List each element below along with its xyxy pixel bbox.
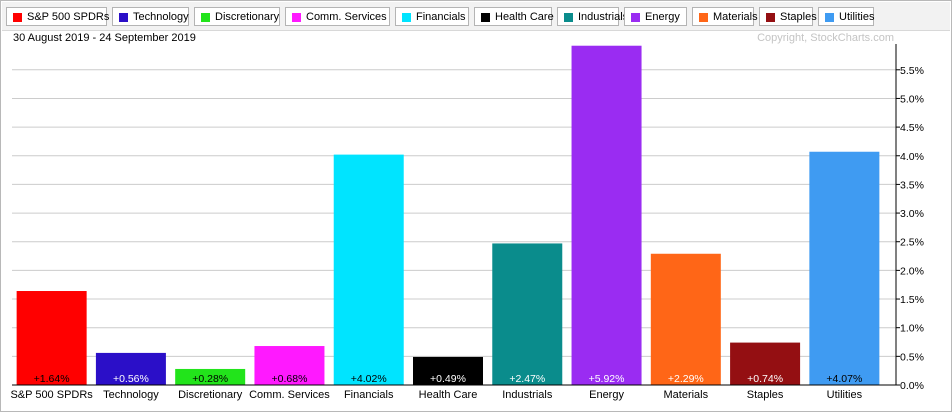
bar-6 [492, 243, 563, 385]
legend-label: Health Care [495, 11, 554, 23]
value-label-0: +1.64% [34, 373, 70, 385]
category-label-7: Energy [589, 389, 624, 401]
legend-bar: S&P 500 SPDRs Technology Discretionary Comm… [2, 2, 950, 31]
legend-item-4[interactable]: Financials [395, 7, 469, 26]
y-tick-label: 1.0% [900, 323, 924, 335]
legend-item-0[interactable]: S&P 500 SPDRs [6, 7, 110, 26]
y-tick-label: 2.0% [900, 265, 924, 277]
legend-swatch [564, 13, 573, 22]
category-label-5: Health Care [419, 389, 478, 401]
y-tick-label: 3.0% [900, 208, 924, 220]
legend-item-10[interactable]: Utilities [818, 7, 874, 26]
legend-item-9[interactable]: Staples [759, 7, 817, 26]
y-tick-label: 1.5% [900, 294, 924, 306]
legend-label: Staples [780, 11, 817, 23]
bar-9 [730, 342, 801, 385]
legend-swatch [201, 13, 210, 22]
bar-7 [571, 45, 642, 385]
legend-label: Financials [416, 11, 466, 23]
value-label-7: +5.92% [589, 373, 625, 385]
legend-swatch [13, 13, 22, 22]
legend-swatch [481, 13, 490, 22]
value-label-8: +2.29% [668, 373, 704, 385]
value-label-5: +0.49% [430, 373, 466, 385]
legend-swatch [292, 13, 301, 22]
legend-swatch [825, 13, 834, 22]
bar-5 [413, 356, 483, 385]
bar-3 [254, 346, 325, 385]
legend-label: Materials [713, 11, 758, 23]
legend-label: Comm. Services [306, 11, 387, 23]
legend-label: Utilities [839, 11, 875, 23]
bar-4 [333, 154, 404, 385]
value-label-10: +4.07% [826, 373, 862, 385]
legend-swatch [119, 13, 128, 22]
category-label-4: Financials [344, 389, 394, 401]
category-label-10: Utilities [827, 389, 863, 401]
legend-item-1[interactable]: Technology [112, 7, 189, 26]
category-label-0: S&P 500 SPDRs [10, 389, 93, 401]
y-tick-label: 0.0% [900, 380, 924, 392]
legend-swatch [766, 13, 775, 22]
category-label-2: Discretionary [178, 389, 243, 401]
legend-item-2[interactable]: Discretionary [194, 7, 280, 26]
bar-8 [650, 253, 721, 385]
legend-item-5[interactable]: Health Care [474, 7, 554, 26]
category-label-9: Staples [747, 389, 784, 401]
legend-label: Technology [133, 11, 189, 23]
category-label-8: Materials [664, 389, 709, 401]
y-tick-label: 4.5% [900, 122, 924, 134]
legend-item-7[interactable]: Energy [624, 7, 687, 26]
y-tick-label: 0.5% [900, 351, 924, 363]
y-tick-label: 3.5% [900, 179, 924, 191]
date-range-label: 30 August 2019 - 24 September 2019 [13, 32, 196, 44]
legend-label: Industrials [578, 11, 629, 23]
bar-0 [16, 291, 87, 385]
y-tick-label: 5.5% [900, 65, 924, 77]
legend-item-8[interactable]: Materials [692, 7, 758, 26]
bar-1 [95, 352, 166, 385]
legend-swatch [402, 13, 411, 22]
bar-10 [809, 151, 880, 385]
legend-swatch [699, 13, 708, 22]
bar-2 [175, 368, 246, 385]
y-tick-label: 4.0% [900, 151, 924, 163]
copyright-label: Copyright, StockCharts.com [757, 32, 894, 44]
y-tick-label: 5.0% [900, 93, 924, 105]
category-label-3: Comm. Services [249, 389, 330, 401]
legend-item-6[interactable]: Industrials [557, 7, 628, 26]
value-label-1: +0.56% [113, 373, 149, 385]
category-label-6: Industrials [502, 389, 553, 401]
legend-label: Discretionary [215, 11, 280, 23]
legend-swatch [631, 13, 640, 22]
y-tick-label: 2.5% [900, 237, 924, 249]
category-label-1: Technology [103, 389, 159, 401]
value-label-9: +0.74% [747, 373, 783, 385]
legend-label: Energy [645, 11, 680, 23]
value-label-6: +2.47% [509, 373, 545, 385]
value-label-4: +4.02% [351, 373, 387, 385]
value-label-2: +0.28% [192, 373, 228, 385]
legend-label: S&P 500 SPDRs [27, 11, 110, 23]
legend-item-3[interactable]: Comm. Services [285, 7, 390, 26]
value-label-3: +0.68% [272, 373, 308, 385]
